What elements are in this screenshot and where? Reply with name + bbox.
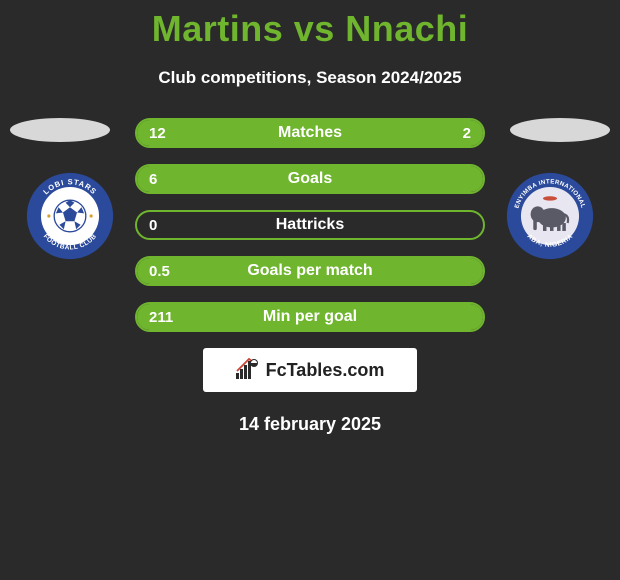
stat-bar: Hattricks0 [135, 210, 485, 240]
stat-bar-label: Goals [137, 166, 483, 192]
subtitle: Club competitions, Season 2024/2025 [0, 68, 620, 88]
stat-bar-value-left: 0 [137, 212, 169, 238]
brand-text: FcTables.com [266, 360, 385, 381]
comparison-bars: Matches12 2 Goals6 Hattricks0 Goals per matc… [135, 118, 485, 332]
brand-box: FcTables.com [203, 348, 417, 392]
stat-bar-value-right: 2 [451, 120, 483, 146]
stat-bar-value-left: 6 [137, 166, 169, 192]
date-text: 14 february 2025 [0, 414, 620, 435]
enyimba-badge-icon: ENYIMBA INTERNATIONAL ABA, NIGERIA [506, 172, 594, 260]
stat-bar: Goals6 [135, 164, 485, 194]
player-avatar-right-placeholder [510, 118, 610, 142]
stat-bar: Goals per match0.5 [135, 256, 485, 286]
stat-bar-label: Min per goal [137, 304, 483, 330]
stat-bar-label: Goals per match [137, 258, 483, 284]
club-badge-right: ENYIMBA INTERNATIONAL ABA, NIGERIA [506, 172, 594, 260]
club-badge-left: LOBI STARS FOOTBALL CLUB [26, 172, 114, 260]
fctables-logo-icon [236, 357, 260, 384]
stat-bar-value-left: 211 [137, 304, 185, 330]
player-avatar-left-placeholder [10, 118, 110, 142]
comparison-panel: LOBI STARS FOOTBALL CLUB [0, 118, 620, 435]
stat-bar: Matches12 2 [135, 118, 485, 148]
page-title: Martins vs Nnachi [0, 0, 620, 50]
stat-bar-value-left: 0.5 [137, 258, 182, 284]
stat-bar-label: Hattricks [137, 212, 483, 238]
stat-bar-value-left: 12 [137, 120, 178, 146]
lobi-stars-badge-icon: LOBI STARS FOOTBALL CLUB [26, 172, 114, 260]
stat-bar: Min per goal211 [135, 302, 485, 332]
stat-bar-label: Matches [137, 120, 483, 146]
